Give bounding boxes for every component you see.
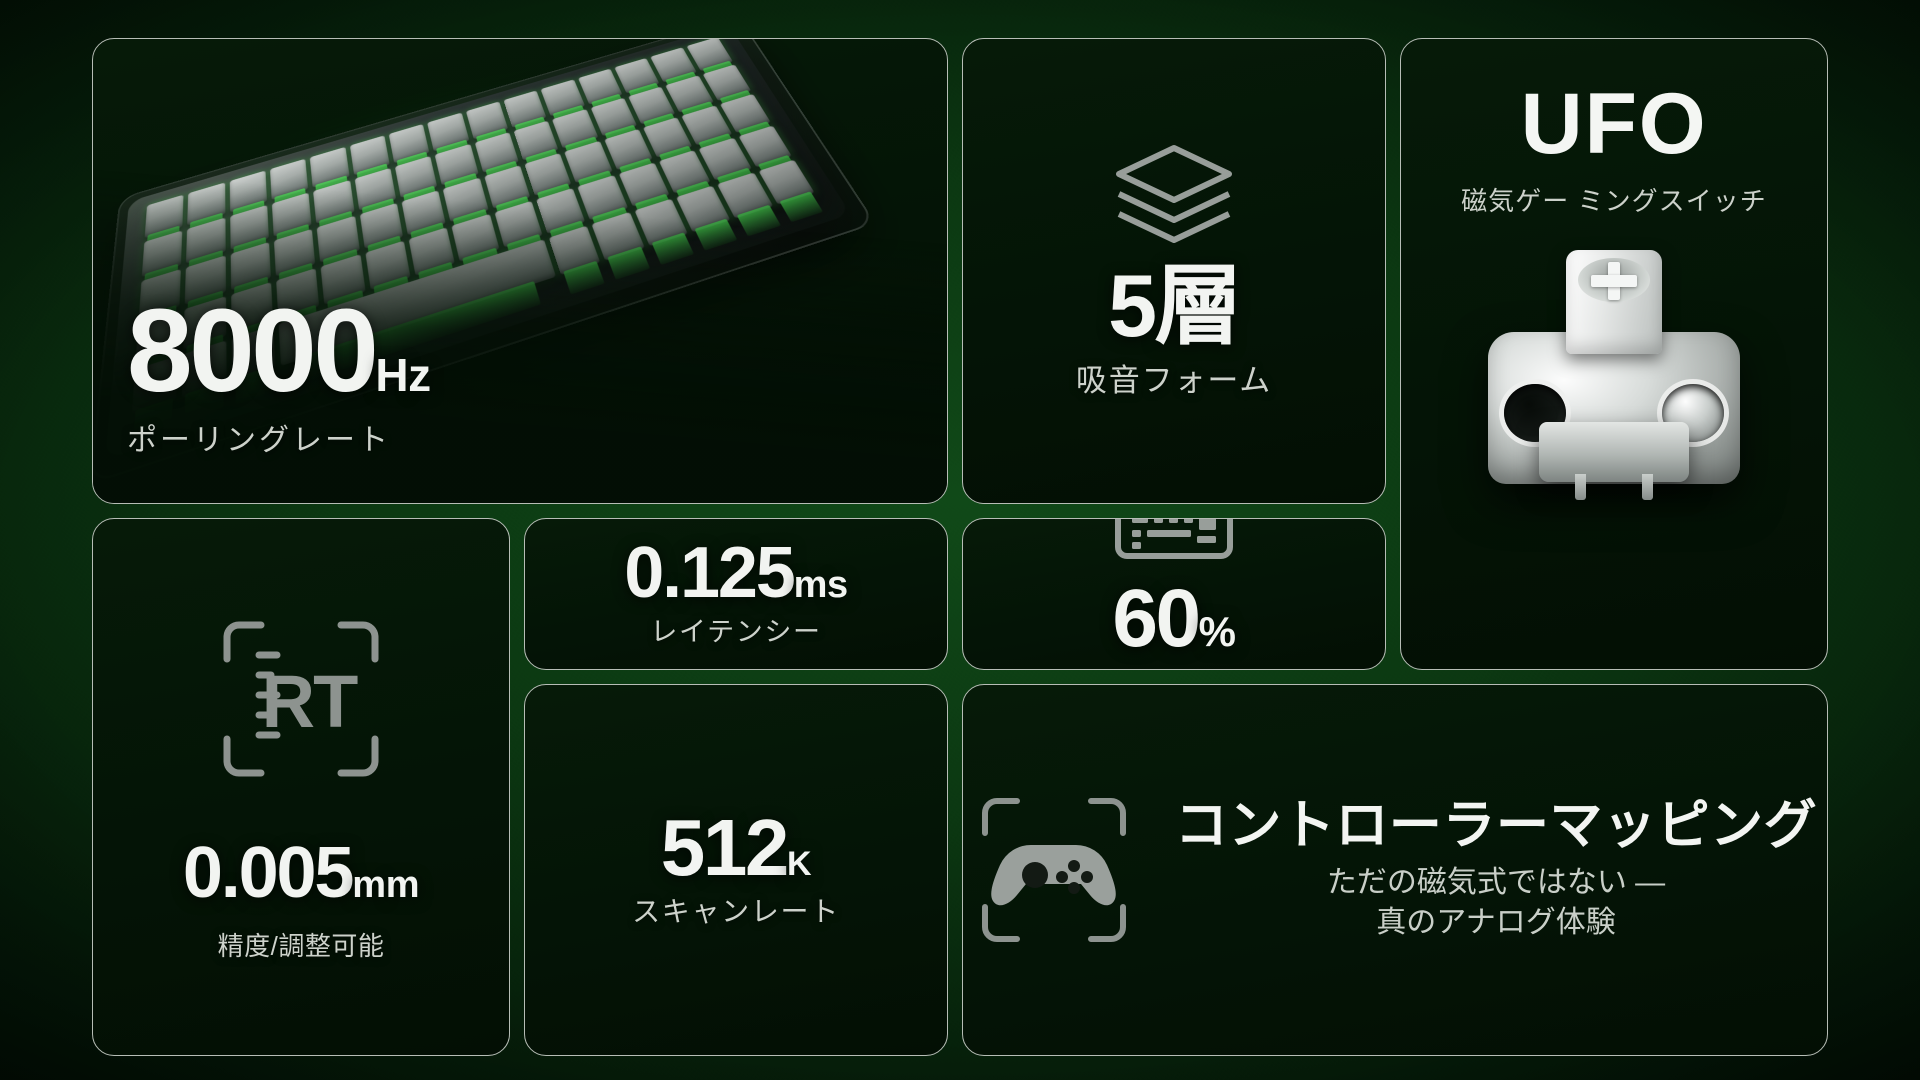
polling-rate-caption: ポーリングレート	[127, 424, 391, 457]
controller-subtitle-line-2: 真のアナログ体験	[1376, 906, 1616, 940]
card-latency: 0.125ms レイテンシー	[524, 518, 948, 670]
polling-rate-value: 8000	[127, 284, 379, 417]
card-controller-mapping: コントローラーマッピング ただの磁気式ではない — 真のアナログ体験	[962, 684, 1828, 1056]
switch-base	[1539, 422, 1689, 500]
card-polling-rate: 8000Hz ポーリングレート	[92, 38, 948, 504]
foam-caption: 吸音フォーム	[1075, 363, 1273, 399]
card-sound-foam: 5層 吸音フォーム	[962, 38, 1386, 504]
card-layout: 60% レイアウト	[962, 518, 1386, 670]
polling-rate-stat: 8000Hz	[127, 292, 431, 410]
controller-mapping-subtitle: ただの磁気式ではない — 真のアナログ体験	[1327, 863, 1665, 943]
rt-icon-label: RT	[262, 660, 358, 743]
latency-stat: 0.125ms	[624, 537, 849, 609]
switch-housing	[1488, 332, 1740, 500]
scan-rate-stat: 512K	[661, 808, 812, 888]
layout-stat: 60%	[1112, 578, 1236, 660]
latency-caption: レイテンシー	[650, 616, 822, 647]
rapid-trigger-stat: 0.005mm	[183, 837, 420, 909]
gamepad-icon	[973, 789, 1135, 951]
keyboard-icon	[1114, 519, 1234, 562]
card-ufo-switch: UFO 磁気ゲー ミングスイッチ	[1400, 38, 1828, 670]
switch-cross-mount	[1591, 262, 1637, 300]
controller-subtitle-line-1: ただの磁気式ではない —	[1326, 865, 1666, 899]
magnetic-switch-image	[1469, 240, 1759, 540]
card-rapid-trigger: RT 0.005mm 精度/調整可能	[92, 518, 510, 1056]
controller-mapping-title: コントローラーマッピング	[1174, 795, 1818, 855]
latency-value: 0.125	[624, 533, 796, 614]
scan-rate-value: 512	[660, 803, 790, 892]
scan-rate-unit: K	[787, 845, 812, 883]
polling-rate-unit: Hz	[375, 348, 431, 401]
card-scan-rate: 512K スキャンレート	[524, 684, 948, 1056]
rt-ruler-icon: RT	[213, 611, 389, 787]
switch-pin-left	[1575, 474, 1586, 500]
layout-caption: レイアウト	[1097, 666, 1251, 669]
feature-card-grid: 8000Hz ポーリングレート 5層 吸音フォーム UFO	[92, 38, 1834, 1056]
rapid-trigger-value: 0.005	[182, 833, 355, 914]
foam-layers-stat: 5層	[1108, 255, 1242, 355]
layers-icon	[1111, 142, 1237, 246]
latency-unit: ms	[793, 564, 849, 607]
ufo-subtitle: 磁気ゲー ミングスイッチ	[1461, 186, 1767, 216]
rapid-trigger-unit: mm	[352, 864, 420, 907]
switch-pin-right	[1642, 474, 1653, 500]
scan-rate-caption: スキャンレート	[632, 896, 840, 927]
polling-rate-text-block: 8000Hz ポーリングレート	[127, 292, 431, 459]
layout-unit: %	[1198, 608, 1236, 656]
layout-value: 60	[1112, 573, 1201, 665]
ufo-title: UFO	[1520, 76, 1708, 172]
rapid-trigger-caption: 精度/調整可能	[217, 930, 385, 961]
